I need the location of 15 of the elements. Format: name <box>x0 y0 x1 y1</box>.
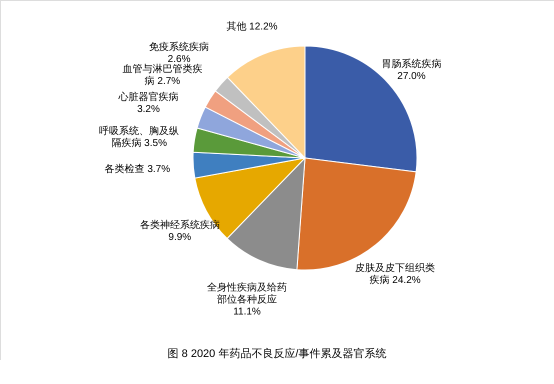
data-label: 9.9% <box>168 232 192 243</box>
slice-label: 呼吸系统、胸及纵隔疾病 3.5% <box>99 124 180 149</box>
slice-label: 心脏器官疾病 <box>117 90 178 103</box>
data-label: 27.0% <box>397 71 426 82</box>
data-label: 3.2% <box>137 104 160 115</box>
slice-label: 免疫系统疾病 <box>149 40 210 53</box>
slice-label: 胃肠系统疾病 <box>381 58 442 70</box>
caption: 图 8 2020 年药品不良反应/事件累及器官系统 <box>168 347 386 360</box>
slice-label: 各类检查 3.7% <box>104 162 170 175</box>
data-label: 11.1% <box>233 306 261 318</box>
data-label: 2.6% <box>168 54 191 65</box>
slice-label: 全身性疾病及给药部位各种反应 <box>207 282 288 306</box>
slice-label: 皮肤及皮下组织类疾病 24.2% <box>355 262 436 286</box>
slice-label: 其他 12.2% <box>226 20 278 32</box>
slice-label: 血管与淋巴管类疾病 2.7% <box>122 63 202 88</box>
